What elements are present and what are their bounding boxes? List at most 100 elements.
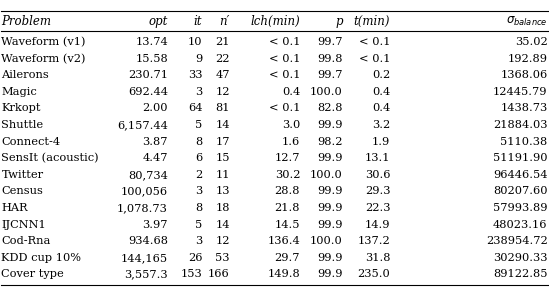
Text: 0.2: 0.2 [372,70,390,80]
Text: 5: 5 [195,120,203,130]
Text: 82.8: 82.8 [317,103,343,113]
Text: 21884.03: 21884.03 [493,120,547,130]
Text: 30.6: 30.6 [365,170,390,180]
Text: 3.2: 3.2 [372,120,390,130]
Text: 3.97: 3.97 [143,220,168,230]
Text: 29.3: 29.3 [365,186,390,197]
Text: 99.9: 99.9 [317,120,343,130]
Text: 0.4: 0.4 [372,103,390,113]
Text: 230.71: 230.71 [128,70,168,80]
Text: 51191.90: 51191.90 [493,153,547,163]
Text: 192.89: 192.89 [508,53,547,64]
Text: 3.87: 3.87 [143,137,168,147]
Text: 9: 9 [195,53,203,64]
Text: 235.0: 235.0 [357,269,390,279]
Text: 12: 12 [215,236,229,246]
Text: Cover type: Cover type [2,269,64,279]
Text: 934.68: 934.68 [128,236,168,246]
Text: 13: 13 [215,186,229,197]
Text: 17: 17 [215,137,229,147]
Text: 26: 26 [188,253,203,263]
Text: 5110.38: 5110.38 [500,137,547,147]
Text: 14: 14 [215,220,229,230]
Text: 21.8: 21.8 [274,203,300,213]
Text: 13.1: 13.1 [365,153,390,163]
Text: 96446.54: 96446.54 [493,170,547,180]
Text: 137.2: 137.2 [357,236,390,246]
Text: Twitter: Twitter [2,170,43,180]
Text: 57993.89: 57993.89 [493,203,547,213]
Text: < 0.1: < 0.1 [268,103,300,113]
Text: 6,157.44: 6,157.44 [117,120,168,130]
Text: 5: 5 [195,220,203,230]
Text: t(min): t(min) [354,15,390,28]
Text: 1.9: 1.9 [372,137,390,147]
Text: 0.4: 0.4 [372,87,390,97]
Text: 3.0: 3.0 [282,120,300,130]
Text: 30.2: 30.2 [274,170,300,180]
Text: 3,557.3: 3,557.3 [125,269,168,279]
Text: 3: 3 [195,87,203,97]
Text: 153: 153 [181,269,203,279]
Text: HAR: HAR [2,203,28,213]
Text: 12: 12 [215,87,229,97]
Text: 31.8: 31.8 [365,253,390,263]
Text: Magic: Magic [2,87,37,97]
Text: 80,734: 80,734 [128,170,168,180]
Text: p: p [335,15,343,28]
Text: 15.58: 15.58 [135,53,168,64]
Text: 18: 18 [215,203,229,213]
Text: Waveform (v2): Waveform (v2) [2,53,86,64]
Text: 99.9: 99.9 [317,153,343,163]
Text: 8: 8 [195,203,203,213]
Text: 48023.16: 48023.16 [493,220,547,230]
Text: Problem: Problem [2,15,52,28]
Text: 29.7: 29.7 [274,253,300,263]
Text: SensIt (acoustic): SensIt (acoustic) [2,153,99,163]
Text: 2.00: 2.00 [143,103,168,113]
Text: 14.9: 14.9 [365,220,390,230]
Text: 100.0: 100.0 [310,236,343,246]
Text: 14: 14 [215,120,229,130]
Text: 13.74: 13.74 [135,37,168,47]
Text: 12.7: 12.7 [274,153,300,163]
Text: Krkopt: Krkopt [2,103,41,113]
Text: IJCNN1: IJCNN1 [2,220,46,230]
Text: 136.4: 136.4 [267,236,300,246]
Text: 8: 8 [195,137,203,147]
Text: $\sigma_{balance}$: $\sigma_{balance}$ [506,15,547,28]
Text: Census: Census [2,186,43,197]
Text: < 0.1: < 0.1 [359,37,390,47]
Text: 14.5: 14.5 [274,220,300,230]
Text: KDD cup 10%: KDD cup 10% [2,253,81,263]
Text: 144,165: 144,165 [121,253,168,263]
Text: it: it [194,15,203,28]
Text: Waveform (v1): Waveform (v1) [2,37,86,47]
Text: < 0.1: < 0.1 [268,37,300,47]
Text: 99.9: 99.9 [317,253,343,263]
Text: 1438.73: 1438.73 [500,103,547,113]
Text: 28.8: 28.8 [274,186,300,197]
Text: n′: n′ [220,15,229,28]
Text: 99.9: 99.9 [317,220,343,230]
Text: 99.9: 99.9 [317,203,343,213]
Text: 2: 2 [195,170,203,180]
Text: 22.3: 22.3 [365,203,390,213]
Text: Shuttle: Shuttle [2,120,43,130]
Text: < 0.1: < 0.1 [268,53,300,64]
Text: 98.2: 98.2 [317,137,343,147]
Text: 3: 3 [195,236,203,246]
Text: Ailerons: Ailerons [2,70,49,80]
Text: Connect-4: Connect-4 [2,137,60,147]
Text: 3: 3 [195,186,203,197]
Text: 100.0: 100.0 [310,87,343,97]
Text: 33: 33 [188,70,203,80]
Text: < 0.1: < 0.1 [268,70,300,80]
Text: 99.9: 99.9 [317,186,343,197]
Text: opt: opt [149,15,168,28]
Text: 10: 10 [188,37,203,47]
Text: 1368.06: 1368.06 [500,70,547,80]
Text: 4.47: 4.47 [143,153,168,163]
Text: 100,056: 100,056 [121,186,168,197]
Text: 21: 21 [215,37,229,47]
